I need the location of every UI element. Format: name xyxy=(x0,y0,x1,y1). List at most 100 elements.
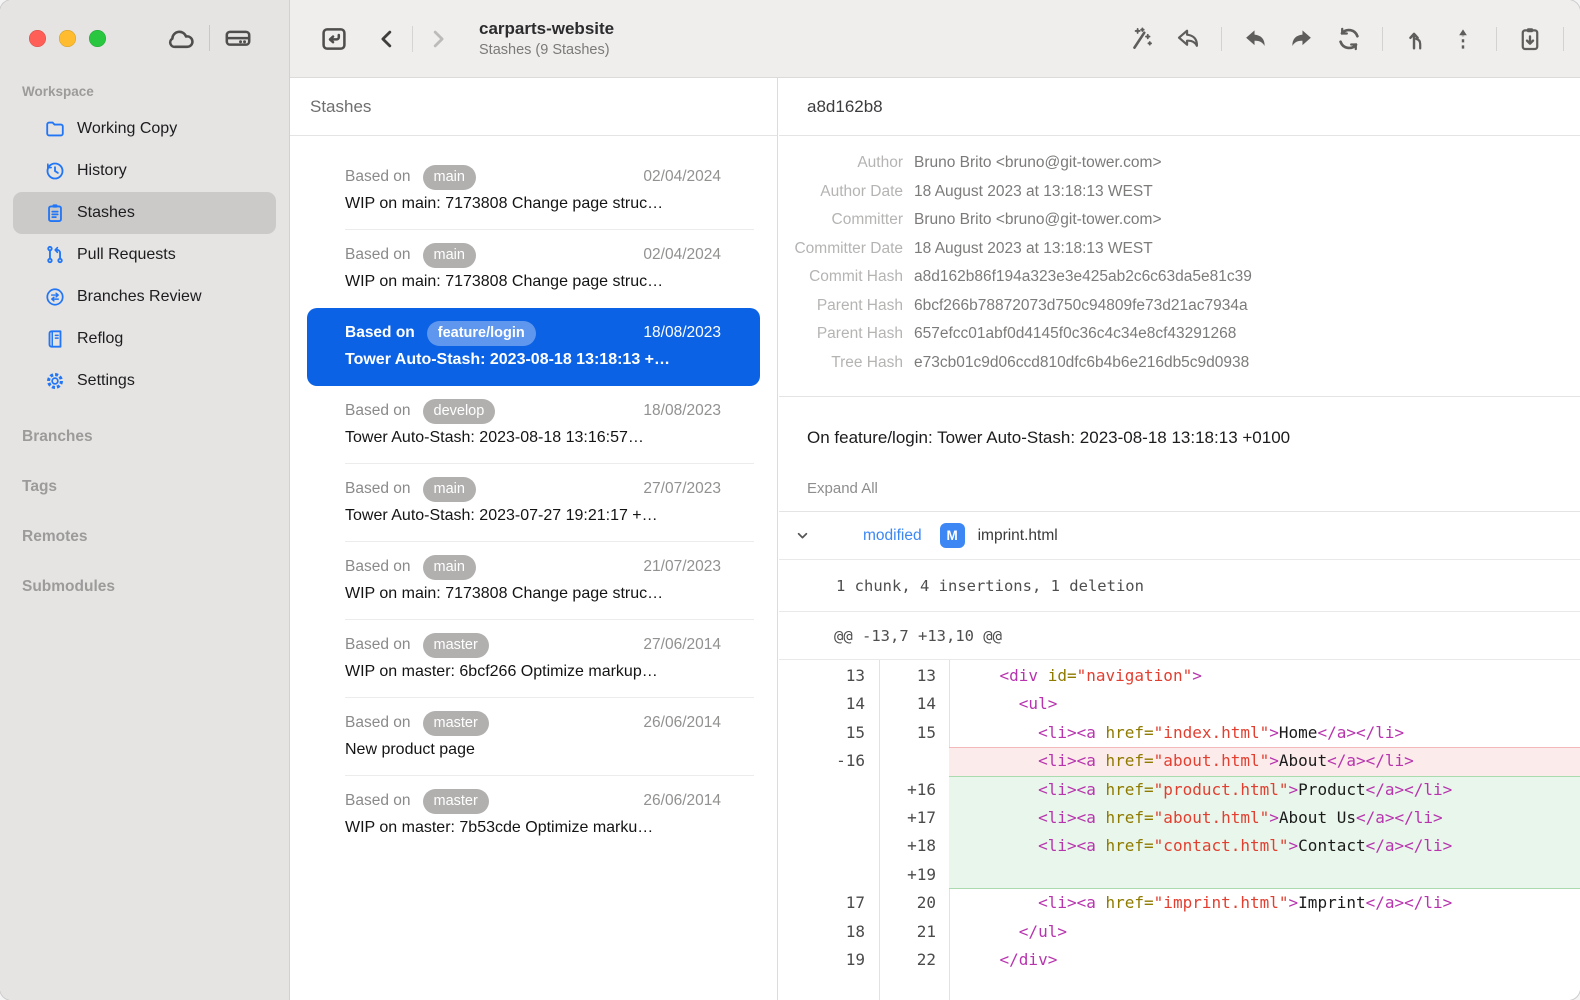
chunk-summary: 1 chunk, 4 insertions, 1 deletion xyxy=(779,560,1580,612)
minimize-window-button[interactable] xyxy=(59,30,76,47)
redo-icon[interactable] xyxy=(1288,25,1316,53)
info-label: Commit Hash xyxy=(809,268,903,286)
stash-list-item[interactable]: Based on main 02/04/2024 WIP on main: 71738… xyxy=(307,230,760,308)
magic-wand-icon[interactable] xyxy=(1127,25,1155,53)
based-on-label: Based on xyxy=(345,480,411,497)
sidebar-section-tags[interactable]: Tags xyxy=(22,478,58,495)
info-label: Parent Hash xyxy=(816,325,903,343)
pull-icon[interactable] xyxy=(1402,25,1430,53)
reflog-icon xyxy=(44,328,66,350)
sidebar-item-label: Reflog xyxy=(77,330,124,347)
stash-item-meta: Based on main 02/04/2024 xyxy=(345,242,721,268)
sidebar-item-settings[interactable]: Settings xyxy=(13,360,276,402)
zoom-window-button[interactable] xyxy=(89,30,106,47)
titlebar-quick-icons xyxy=(165,22,254,54)
stash-list-item[interactable]: Based on develop 18/08/2023 Tower Auto-Stas… xyxy=(307,386,760,464)
stash-separator xyxy=(345,619,754,620)
diff-line: 13 13 <div id="navigation"> xyxy=(779,662,1580,690)
stash-item-meta: Based on master 26/06/2014 xyxy=(345,710,721,736)
branches-review-icon xyxy=(44,286,66,308)
stash-item-meta: Based on master 27/06/2014 xyxy=(345,632,721,658)
forward-button[interactable] xyxy=(425,26,451,52)
code-content: </ul> xyxy=(1018,921,1067,941)
stash-item-meta: Based on feature/login 18/08/2023 xyxy=(345,320,721,346)
branch-badge: master xyxy=(422,632,489,658)
undo-icon[interactable] xyxy=(1241,25,1269,53)
stash-separator xyxy=(345,775,754,776)
stash-list-item[interactable]: Based on master 26/06/2014 WIP on master: 7… xyxy=(307,776,760,854)
hunk-header: @@ -13,7 +13,10 @@ xyxy=(779,612,1580,660)
stash-item-meta: Based on master 26/06/2014 xyxy=(345,788,721,814)
close-window-button[interactable] xyxy=(29,30,46,47)
info-label: Parent Hash xyxy=(816,296,903,314)
diff-line: 19 22 </div> xyxy=(779,946,1580,974)
branch-badge: master xyxy=(422,710,489,736)
stash-list-pane: Stashes Based on main 02/04/2024 WIP on mai… xyxy=(290,78,778,1000)
commit-info-row: Author Date 18 August 2023 at 13:18:13 WE… xyxy=(779,178,1580,207)
new-line-number: 22 xyxy=(916,949,936,969)
sidebar-section-branches[interactable]: Branches xyxy=(22,428,93,445)
code-content xyxy=(949,860,1580,890)
sidebar-nav: Working Copy History Stashes Pull Requests B… xyxy=(0,108,289,402)
stash-date: 26/06/2014 xyxy=(643,792,721,809)
info-value: Bruno Brito <bruno@git-tower.com> xyxy=(914,211,1162,229)
gutter-divider-old xyxy=(879,660,880,1000)
info-value: e73cb01c9d06ccd810dfc6b4b6e216db5c9d0938 xyxy=(914,353,1250,371)
repo-list-icon[interactable] xyxy=(318,23,350,55)
stash-apply-icon[interactable] xyxy=(1516,25,1544,53)
changed-file-row[interactable]: modified M imprint.html xyxy=(779,512,1580,560)
stash-list-item[interactable]: Based on main 02/04/2024 WIP on main: 71738… xyxy=(307,152,760,230)
sidebar-item-pull-requests[interactable]: Pull Requests xyxy=(13,234,276,276)
stash-list-item[interactable]: Based on feature/login 18/08/2023 Tower Aut… xyxy=(307,308,760,386)
stash-message: Tower Auto-Stash: 2023-08-18 13:16:57… xyxy=(345,429,644,446)
info-value: 18 August 2023 at 13:18:13 WEST xyxy=(914,182,1153,200)
old-line-number: 19 xyxy=(845,949,865,969)
stash-list-item[interactable]: Based on main 21/07/2023 WIP on main: 71738… xyxy=(307,542,760,620)
chevron-down-icon[interactable] xyxy=(794,527,811,544)
discard-icon[interactable] xyxy=(1174,25,1202,53)
sidebar-section-submodules[interactable]: Submodules xyxy=(22,578,116,595)
diff-line: 14 14 <ul> xyxy=(779,690,1580,718)
code-content: <li><a href="contact.html">Contact</a></… xyxy=(949,832,1580,861)
stash-separator xyxy=(345,463,754,464)
sidebar-item-working-copy[interactable]: Working Copy xyxy=(13,108,276,150)
stash-separator xyxy=(345,229,754,230)
file-status: modified xyxy=(863,526,922,544)
stash-list-item[interactable]: Based on master 26/06/2014 New product page xyxy=(307,698,760,776)
cloud-icon[interactable] xyxy=(165,22,197,54)
commit-message-block: On feature/login: Tower Auto-Stash: 2023… xyxy=(779,397,1580,512)
sidebar-section-remotes[interactable]: Remotes xyxy=(22,528,88,545)
sync-icon[interactable] xyxy=(1335,25,1363,53)
based-on-label: Based on xyxy=(345,714,411,731)
sidebar-item-branches-review[interactable]: Branches Review xyxy=(13,276,276,318)
based-on-label: Based on xyxy=(345,168,411,185)
branch-badge: develop xyxy=(422,398,496,424)
based-on-label: Based on xyxy=(345,246,411,263)
push-icon[interactable] xyxy=(1449,25,1477,53)
info-label: Author Date xyxy=(820,182,903,200)
sidebar-item-history[interactable]: History xyxy=(13,150,276,192)
stash-list-item[interactable]: Based on master 27/06/2014 WIP on master: 6… xyxy=(307,620,760,698)
commit-hash-header: a8d162b8 xyxy=(779,78,1580,136)
expand-all-button[interactable]: Expand All xyxy=(807,480,878,497)
stash-item-meta: Based on main 02/04/2024 xyxy=(345,164,721,190)
stash-list-item[interactable]: Based on main 27/07/2023 Tower Auto-Stash: … xyxy=(307,464,760,542)
sidebar-item-reflog[interactable]: Reflog xyxy=(13,318,276,360)
back-button[interactable] xyxy=(374,26,400,52)
sidebar-item-label: Branches Review xyxy=(77,288,202,305)
branch-badge: main xyxy=(422,554,476,580)
old-line-number: 18 xyxy=(845,921,865,941)
info-label: Author xyxy=(857,154,903,172)
drive-icon[interactable] xyxy=(222,22,254,54)
branch-badge: main xyxy=(422,476,476,502)
info-value: a8d162b86f194a323e3e425ab2c6c63da5e81c39 xyxy=(914,268,1252,286)
sidebar-item-stashes[interactable]: Stashes xyxy=(13,192,276,234)
new-line-number xyxy=(879,747,949,775)
stash-date: 02/04/2024 xyxy=(643,168,721,185)
old-line-number xyxy=(779,861,879,889)
stash-date: 21/07/2023 xyxy=(643,558,721,575)
sidebar-sections: Branches Tags Remotes Submodules xyxy=(0,412,289,612)
based-on-label: Based on xyxy=(345,324,415,341)
based-on-label: Based on xyxy=(345,402,411,419)
